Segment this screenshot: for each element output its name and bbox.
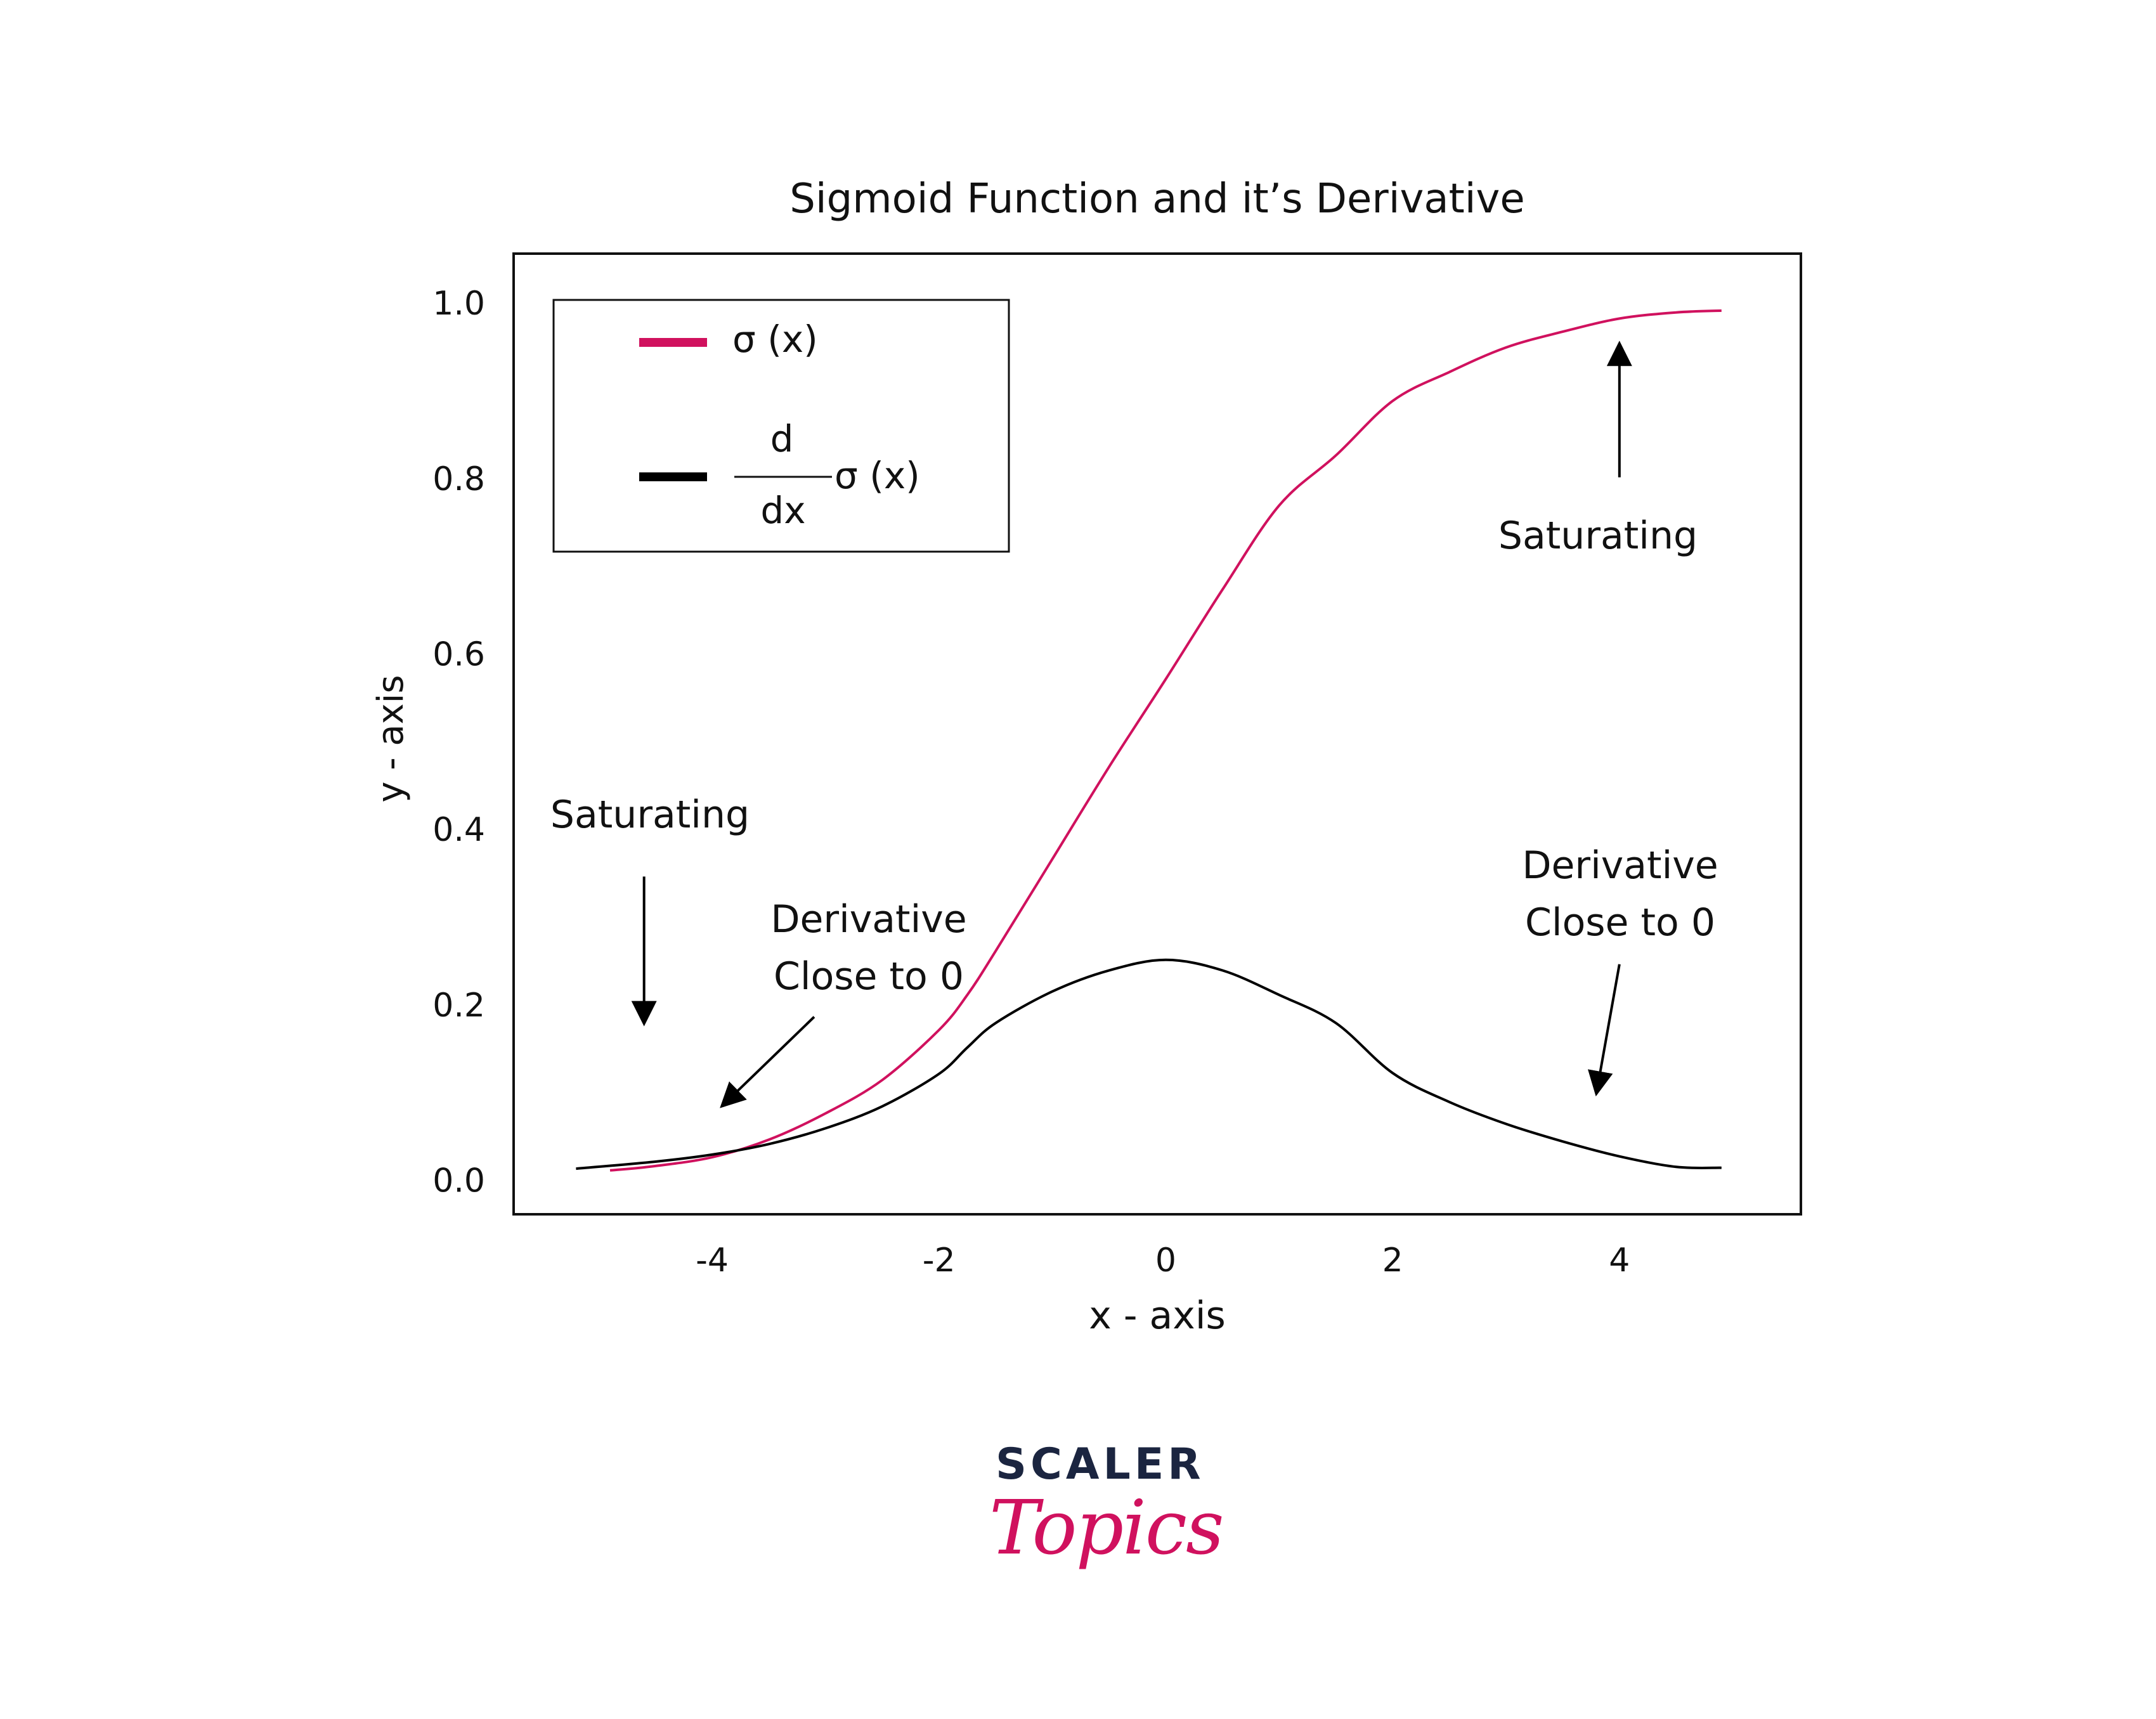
legend-fraction-numerator: d xyxy=(770,417,794,460)
y-tick-label: 0.4 xyxy=(432,811,485,849)
y-axis-label: y - axis xyxy=(370,675,412,802)
annotation-arrow xyxy=(1587,964,1621,1097)
annotation-text: Close to 0 xyxy=(774,954,964,999)
x-tick-label: 2 xyxy=(1382,1242,1403,1280)
y-tick-label: 0.8 xyxy=(432,460,485,498)
annotations-layer: Saturating Saturating Derivative Close to 0… xyxy=(550,341,1718,1108)
y-tick-label: 0.0 xyxy=(432,1162,485,1200)
y-tick-label: 1.0 xyxy=(432,285,485,323)
annotation-text: Saturating xyxy=(1498,514,1698,558)
legend-label-sigmoid: σ (x) xyxy=(732,318,818,361)
scaler-topics-logo: SCALER Topics xyxy=(970,1439,1237,1630)
x-tick-label: -4 xyxy=(696,1242,729,1280)
annotation-text: Close to 0 xyxy=(1525,900,1715,945)
y-tick-labels: 0.0 0.2 0.4 0.6 0.8 1.0 xyxy=(432,285,485,1200)
logo-topics-text: Topics xyxy=(989,1484,1224,1571)
annotation-arrow xyxy=(720,1016,815,1108)
legend-fraction-denominator: dx xyxy=(760,489,805,532)
chart-title: Sigmoid Function and it’s Derivative xyxy=(789,176,1524,223)
plot-area-frame xyxy=(512,252,1802,1216)
legend-box xyxy=(552,299,1010,553)
x-tick-label: -2 xyxy=(923,1242,956,1280)
logo-scaler-text: SCALER xyxy=(996,1439,1205,1489)
x-tick-labels: -4 -2 0 2 4 xyxy=(696,1242,1630,1280)
y-tick-label: 0.2 xyxy=(432,987,485,1025)
legend: σ (x) d dx σ (x) xyxy=(552,299,1010,553)
sigmoid-line xyxy=(609,309,1722,1172)
x-tick-label: 0 xyxy=(1155,1242,1176,1280)
series-layer xyxy=(576,309,1722,1172)
x-axis-label: x - axis xyxy=(1089,1294,1226,1338)
annotation-text: Saturating xyxy=(550,793,750,837)
legend-label-derivative-suffix: σ (x) xyxy=(834,454,920,497)
y-tick-label: 0.6 xyxy=(432,636,485,674)
derivative-line xyxy=(576,958,1722,1171)
x-tick-label: 4 xyxy=(1609,1242,1630,1280)
annotation-text: Derivative xyxy=(1522,843,1718,888)
annotation-text: Derivative xyxy=(770,897,966,942)
